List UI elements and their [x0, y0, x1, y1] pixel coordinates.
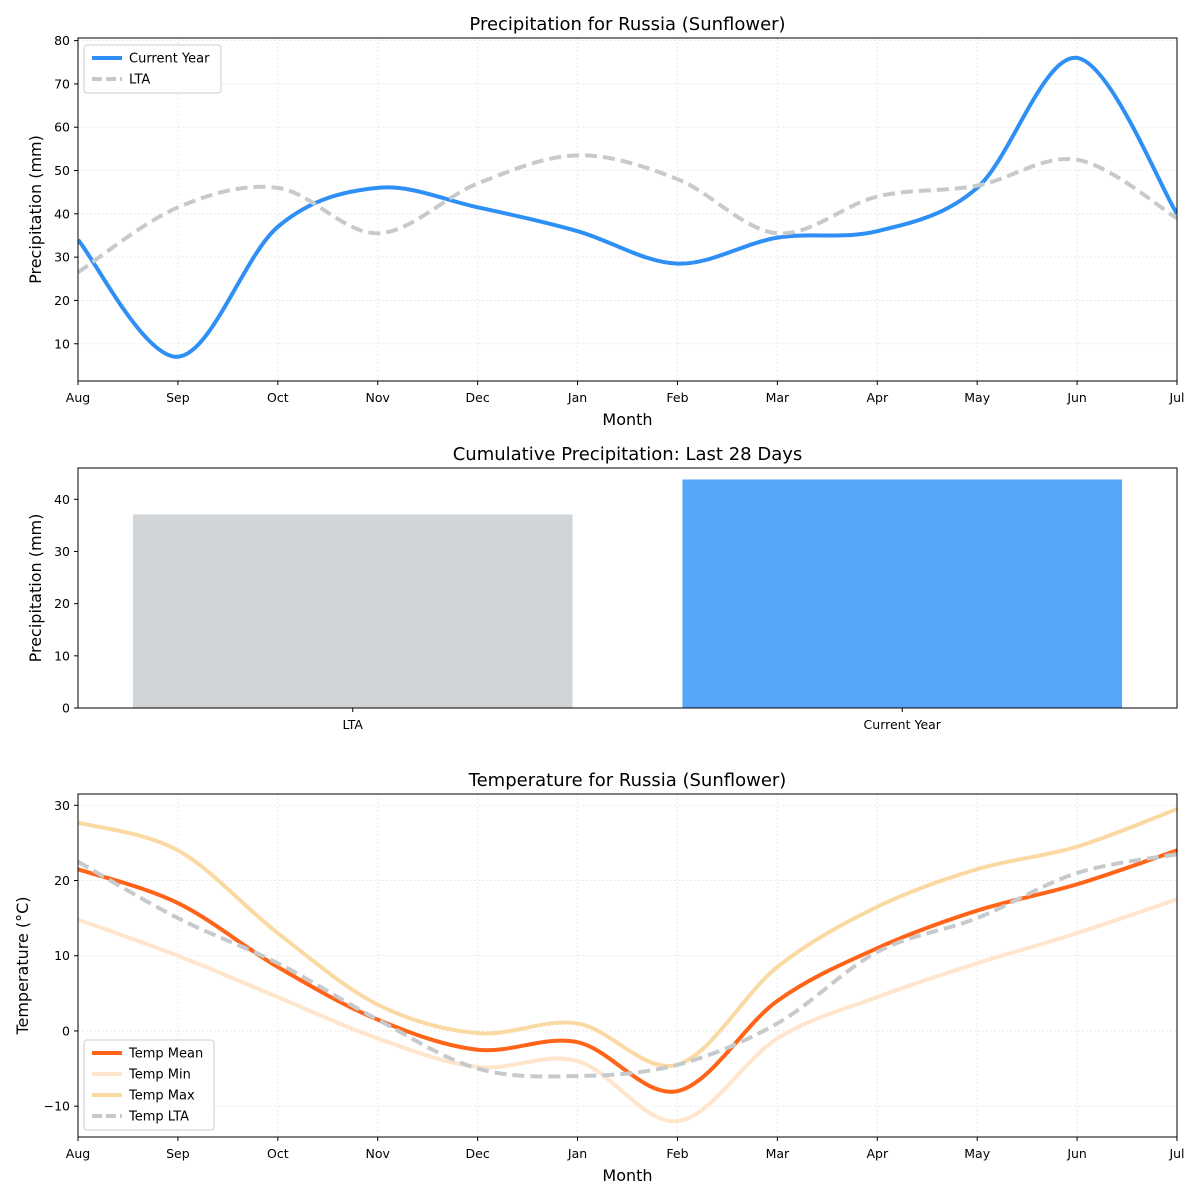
x-tick-label: Oct: [267, 1146, 289, 1161]
y-tick-label: 40: [54, 492, 70, 507]
series-line-lta: [78, 153, 1177, 274]
x-tick-label: Oct: [267, 390, 289, 405]
x-tick-label: Jun: [1066, 1146, 1087, 1161]
x-axis-label: Month: [602, 410, 652, 429]
chart-title: Cumulative Precipitation: Last 28 Days: [453, 444, 803, 465]
x-tick-label: Jun: [1066, 390, 1087, 405]
legend-label: LTA: [129, 73, 150, 88]
x-tick-label: Current Year: [864, 717, 942, 732]
x-tick-label: Sep: [166, 1146, 190, 1161]
y-tick-label: −10: [44, 1099, 70, 1114]
legend-label: Current Year: [129, 52, 210, 67]
x-tick-label: Sep: [166, 390, 190, 405]
y-tick-label: 60: [54, 120, 70, 135]
y-tick-label: 20: [54, 873, 70, 888]
y-tick-label: 50: [54, 163, 70, 178]
chart-2: 0 10 20 30 40 LTA Current Year Cumulative Preci…: [26, 444, 1178, 732]
y-tick-label: 20: [54, 293, 70, 308]
x-tick-label: May: [964, 390, 990, 405]
y-tick-label: 0: [62, 1023, 70, 1038]
chart-title: Precipitation for Russia (Sunflower): [469, 14, 785, 35]
x-tick-label: Dec: [466, 390, 490, 405]
y-tick-label: 80: [54, 33, 70, 48]
x-tick-label: Jan: [567, 1146, 587, 1161]
x-tick-label: Jul: [1168, 390, 1184, 405]
y-tick-label: 20: [54, 596, 70, 611]
series-line-temp-max: [78, 807, 1177, 1069]
y-tick-label: 30: [54, 544, 70, 559]
x-tick-label: Apr: [866, 1146, 888, 1161]
series-line-temp-min: [78, 897, 1177, 1124]
x-tick-label: Nov: [366, 390, 391, 405]
series-line-temp-mean: [78, 848, 1177, 1094]
x-tick-label: Mar: [766, 1146, 790, 1161]
y-axis-label: Precipitation (mm): [26, 135, 45, 284]
x-tick-label: Jan: [567, 390, 587, 405]
legend-label: Temp Mean: [128, 1047, 203, 1062]
y-tick-label: 10: [54, 336, 70, 351]
series-line-current-year: [78, 55, 1177, 359]
legend-label: Temp Max: [128, 1089, 195, 1104]
x-tick-label: LTA: [343, 717, 364, 732]
bar-lta: [132, 514, 573, 708]
y-axis-label: Precipitation (mm): [26, 514, 45, 663]
y-tick-label: 30: [54, 798, 70, 813]
legend: Temp Mean Temp Min Temp Max Temp LTA: [83, 1039, 215, 1131]
x-tick-label: Aug: [66, 390, 90, 405]
chart-1: 10 20 30 40 50 60 70 80 Aug Sep Oct Nov Dec Jan Feb Mar…: [26, 14, 1185, 429]
x-tick-label: May: [964, 1146, 990, 1161]
chart-3: −10 0 10 20 30 Aug Sep Oct Nov Dec Jan Feb Mar Apr May…: [13, 770, 1185, 1185]
y-tick-label: 40: [54, 206, 70, 221]
y-tick-label: 30: [54, 250, 70, 265]
series-line-temp-lta: [78, 852, 1177, 1079]
x-tick-label: Feb: [666, 390, 688, 405]
plot-frame: [77, 37, 1178, 382]
plot-frame: [77, 793, 1178, 1138]
x-tick-label: Aug: [66, 1146, 90, 1161]
chart-title: Temperature for Russia (Sunflower): [468, 770, 787, 791]
x-tick-label: Mar: [766, 390, 790, 405]
legend-label: Temp Min: [128, 1068, 191, 1083]
x-axis-label: Month: [602, 1166, 652, 1185]
x-tick-label: Apr: [866, 390, 888, 405]
x-tick-label: Jul: [1168, 1146, 1184, 1161]
plot-frame: [77, 467, 1178, 709]
x-tick-label: Dec: [466, 1146, 490, 1161]
legend: Current Year LTA: [83, 44, 222, 94]
x-tick-label: Nov: [366, 1146, 391, 1161]
y-tick-label: 0: [62, 701, 70, 716]
legend-box: [83, 1039, 215, 1131]
x-tick-label: Feb: [666, 1146, 688, 1161]
y-tick-label: 10: [54, 648, 70, 663]
y-tick-label: 10: [54, 948, 70, 963]
legend-label: Temp LTA: [128, 1110, 189, 1125]
y-tick-label: 70: [54, 76, 70, 91]
y-axis-label: Temperature (°C): [13, 896, 32, 1035]
bar-current-year: [682, 479, 1123, 708]
